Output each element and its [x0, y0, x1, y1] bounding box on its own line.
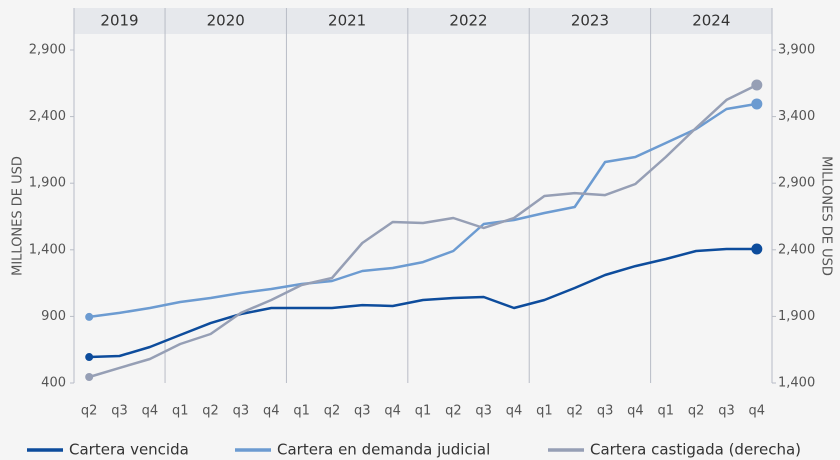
y2-tick-label: 2,400 — [778, 242, 815, 257]
end-marker — [751, 98, 763, 110]
y2-tick-label: 1,900 — [778, 309, 815, 324]
y2-tick-label: 3,900 — [778, 43, 815, 58]
y-tick-label: 1,400 — [29, 242, 66, 257]
legend-label: Cartera castigada (derecha) — [590, 441, 801, 459]
y-tick-label: 2,900 — [29, 43, 66, 58]
start-marker — [85, 312, 94, 321]
legend-label: Cartera en demanda judicial — [277, 441, 490, 459]
x-tick-label: q1 — [415, 404, 432, 419]
start-marker — [85, 353, 94, 362]
year-header — [74, 8, 772, 34]
year-label: 2022 — [449, 12, 487, 30]
y-tick-label: 400 — [41, 376, 66, 391]
x-tick-label: q2 — [202, 404, 219, 419]
x-tick-label: q4 — [627, 404, 644, 419]
year-label: 2020 — [207, 12, 245, 30]
series-line — [88, 83, 758, 379]
x-tick-label: q4 — [384, 404, 401, 419]
x-tick-label: q2 — [445, 404, 462, 419]
year-label: 2019 — [100, 12, 138, 30]
y2-axis-label: MILLONES DE USD — [819, 156, 834, 276]
x-tick-label: q1 — [536, 404, 553, 419]
x-tick-label: q2 — [324, 404, 341, 419]
x-tick-label: q3 — [354, 404, 371, 419]
y2-tick-label: 2,900 — [778, 176, 815, 191]
end-marker — [751, 243, 763, 255]
y-axis-label: MILLONES DE USD — [11, 156, 26, 276]
series-line — [89, 247, 757, 359]
y2-tick-label: 1,400 — [778, 376, 815, 391]
x-tick-label: q1 — [293, 404, 310, 419]
x-tick-label: q3 — [597, 404, 614, 419]
x-tick-label: q4 — [263, 404, 280, 419]
x-tick-label: q4 — [749, 404, 766, 419]
x-tick-label: q2 — [81, 404, 98, 419]
x-tick-label: q2 — [688, 404, 705, 419]
x-tick-label: q4 — [506, 404, 523, 419]
start-marker — [85, 373, 94, 382]
x-tick-label: q3 — [233, 404, 250, 419]
x-tick-label: q2 — [566, 404, 583, 419]
year-label: 2023 — [571, 12, 609, 30]
legend-label: Cartera vencida — [69, 441, 189, 459]
y2-tick-label: 3,400 — [778, 109, 815, 124]
y-tick-label: 900 — [41, 309, 66, 324]
x-tick-label: q1 — [172, 404, 189, 419]
y-tick-label: 1,900 — [29, 176, 66, 191]
x-tick-label: q3 — [718, 404, 735, 419]
series-line — [89, 102, 758, 319]
x-tick-label: q3 — [475, 404, 492, 419]
year-label: 2024 — [692, 12, 730, 30]
x-tick-label: q3 — [111, 404, 128, 419]
end-marker — [751, 79, 763, 91]
y-tick-label: 2,400 — [29, 109, 66, 124]
year-label: 2021 — [328, 12, 366, 30]
x-tick-label: q4 — [142, 404, 159, 419]
x-tick-label: q1 — [658, 404, 675, 419]
